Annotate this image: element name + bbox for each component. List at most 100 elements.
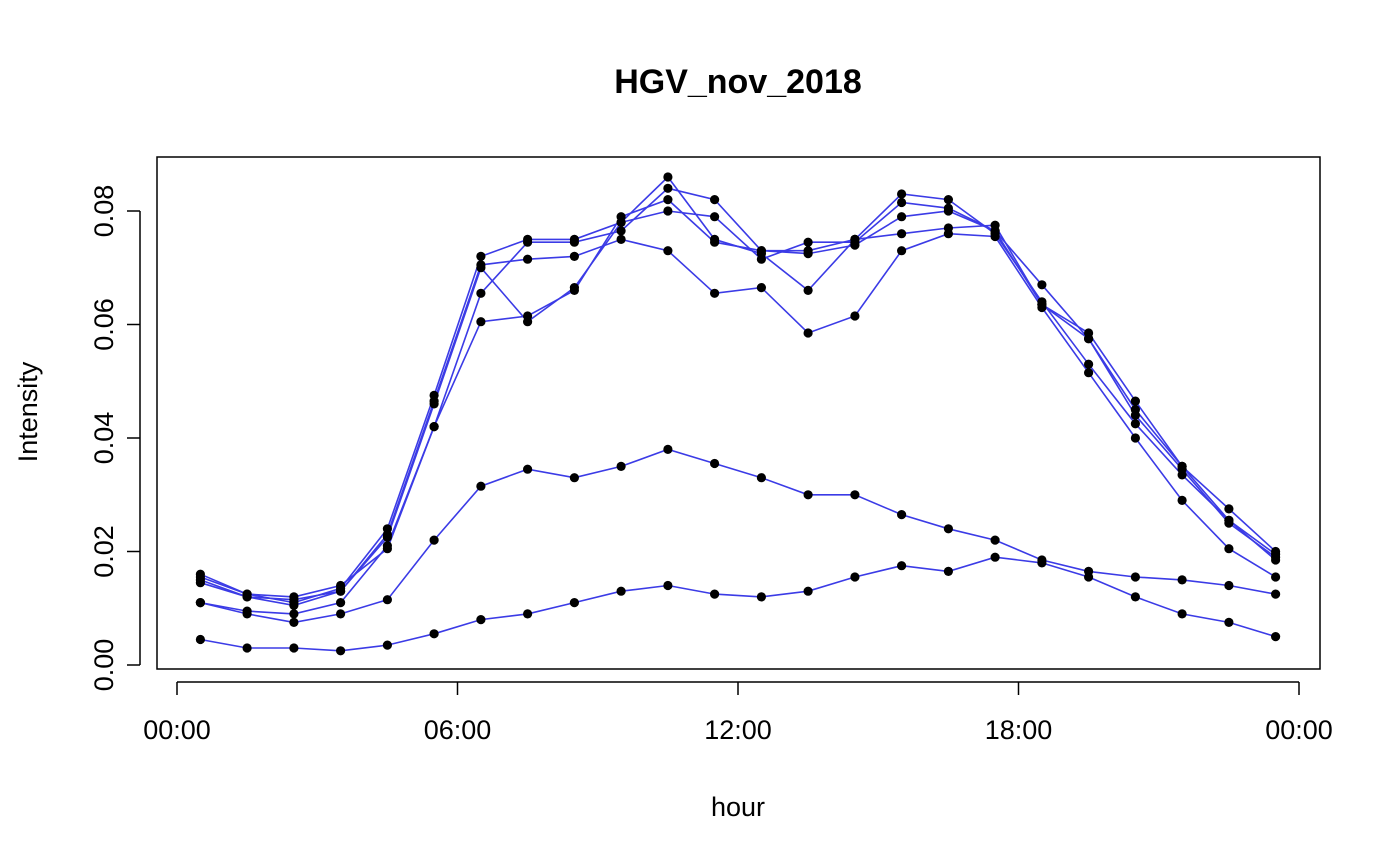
data-point [616,226,626,236]
data-point [1084,572,1094,582]
data-point [943,524,954,534]
data-point [850,572,860,582]
data-point [523,609,533,619]
chart-title: HGV_nov_2018 [614,63,862,101]
data-point [990,535,1000,545]
series-line-5 [200,187,1277,615]
data-point [382,640,392,650]
data-point [1130,405,1140,415]
data-point [1271,632,1281,642]
data-point [289,643,299,653]
data-point [710,458,720,469]
data-point [429,535,439,545]
data-point [429,422,439,432]
x-tick-label: 00:00 [143,715,211,745]
y-axis: 0.00 0.02 0.04 0.06 0.08 [89,185,141,692]
data-point [289,592,299,602]
data-point [429,390,439,400]
y-axis-label: Intensity [13,361,43,462]
data-point [897,509,907,520]
y-tick-label: 0.00 [89,639,119,692]
x-tick-label: 06:00 [424,715,492,745]
data-point [1224,515,1234,525]
data-point [569,473,580,483]
data-point [1177,461,1187,471]
data-point [897,212,907,222]
data-point [1271,549,1281,559]
data-point [663,580,673,591]
data-point [897,197,907,208]
data-point [476,615,486,625]
data-point [523,311,533,321]
data-point [663,195,673,205]
data-point [943,566,954,577]
data-point [710,237,720,247]
x-tick-label: 18:00 [985,715,1053,745]
x-tick-label: 00:00 [1265,715,1333,745]
data-point [897,189,907,199]
data-point [897,246,907,256]
data-point [1177,609,1187,619]
data-point [289,609,299,619]
data-point [195,634,205,645]
data-point [476,317,486,327]
data-point [1130,419,1140,429]
data-point [1271,589,1281,599]
x-tick-label: 12:00 [704,715,772,745]
data-point [616,212,626,222]
data-point [382,595,392,605]
data-point [850,234,860,244]
plot-frame [156,156,1321,670]
data-point [803,246,813,256]
data-point [569,251,580,261]
data-point [1224,544,1234,554]
data-point [336,598,346,608]
y-tick-label: 0.06 [89,298,119,351]
data-point [523,464,533,474]
data-point [1037,558,1047,568]
x-axis-label: hour [711,792,765,822]
series-lines [200,175,1277,652]
data-point [663,183,673,193]
data-point [990,552,1000,562]
data-point [756,254,767,264]
data-point [569,598,580,608]
data-point [1177,575,1187,585]
data-point [476,481,486,491]
data-point [1130,433,1140,443]
data-point [336,646,346,656]
data-point [756,592,767,602]
data-point [850,311,860,321]
data-point [663,246,673,256]
data-point [616,461,626,471]
data-point [756,246,767,256]
data-point [336,580,346,591]
data-point [943,223,954,233]
data-point [476,251,486,261]
data-point [897,561,907,571]
data-point [710,195,720,205]
y-tick-label: 0.02 [89,525,119,578]
data-point [1271,572,1281,582]
data-point [756,473,767,483]
series-line-3 [200,201,1277,601]
data-point [569,237,580,247]
data-point [897,229,907,239]
data-point [429,399,439,409]
data-point [616,234,626,244]
data-point [195,598,205,608]
data-point [803,285,813,295]
data-point [943,206,954,216]
data-point [382,524,392,534]
data-point [710,288,720,298]
data-point [242,609,252,619]
series-line-1 [200,232,1277,607]
series-line-7 [200,556,1276,652]
data-point [663,206,673,216]
x-axis: 00:00 06:00 12:00 18:00 00:00 [143,681,1333,745]
data-point [850,490,860,500]
data-point [1084,334,1094,344]
data-point [990,220,1000,230]
series-points [195,172,1281,656]
